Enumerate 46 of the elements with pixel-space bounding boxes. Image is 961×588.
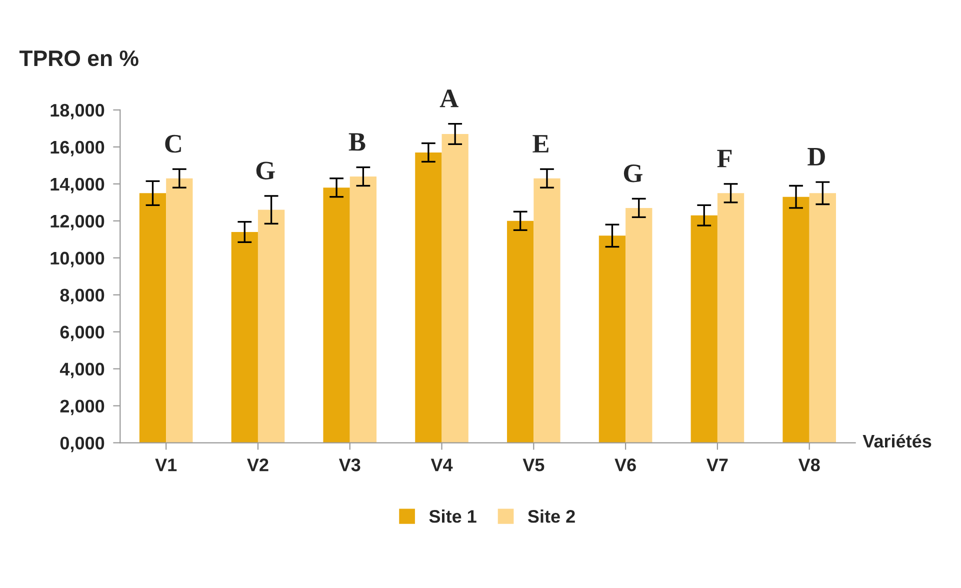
text: A — [440, 90, 458, 108]
annotation: F — [717, 150, 732, 168]
legend-label: Site 2 — [528, 510, 575, 523]
y-axis-title: TPRO en % — [19, 50, 138, 66]
x-axis-title: Variétés — [862, 434, 932, 448]
y-tick-label: 18,000 — [50, 104, 104, 120]
annotation: G — [256, 162, 275, 180]
x-tick-label: V7 — [706, 458, 728, 472]
y-tick-label: 6,000 — [60, 326, 104, 342]
bar — [507, 220, 534, 443]
y-tick-label: 8,000 — [60, 288, 104, 304]
y-tick-label: 16,000 — [50, 140, 104, 156]
bar — [442, 134, 468, 443]
bar — [809, 193, 836, 443]
bar — [534, 178, 560, 443]
annotation: E — [532, 135, 548, 152]
bar — [415, 152, 442, 443]
annotation: D — [808, 148, 825, 166]
y-tick-label: 10,000 — [50, 252, 104, 268]
bar — [350, 176, 377, 443]
bar — [258, 210, 285, 443]
annotation: B — [348, 133, 366, 151]
x-tick-label: V6 — [614, 458, 636, 472]
bar — [782, 196, 810, 443]
y-tick-label: 12,000 — [50, 214, 104, 230]
y-tick-label: 14,000 — [50, 178, 104, 194]
annotation: C — [165, 134, 181, 153]
annotation: G — [624, 164, 642, 182]
bar — [690, 215, 718, 443]
bar — [323, 188, 350, 443]
y-tick-label: 0,000 — [60, 436, 104, 452]
y-tick-label: 2,000 — [60, 400, 104, 416]
legend-label: Site 1 — [429, 510, 476, 523]
bar — [231, 232, 258, 443]
x-tick-label: V2 — [247, 458, 268, 472]
x-tick-label: V4 — [430, 458, 453, 472]
x-tick-label: V1 — [155, 458, 177, 472]
bar — [166, 178, 193, 443]
x-tick-label: V5 — [522, 458, 544, 472]
bar — [717, 193, 744, 443]
x-tick-label: V3 — [338, 458, 360, 472]
bar — [139, 193, 166, 443]
bar — [626, 208, 652, 443]
x-tick-label: V8 — [798, 458, 820, 472]
bar — [598, 236, 626, 443]
y-tick-label: 4,000 — [60, 362, 104, 378]
